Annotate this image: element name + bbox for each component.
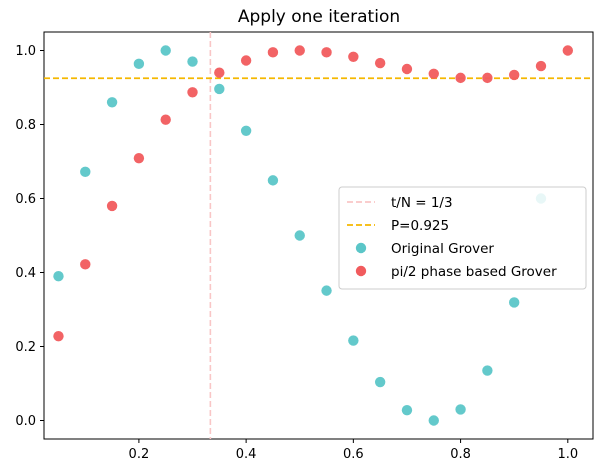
legend-original-swatch (355, 242, 367, 254)
phase-grover-point (240, 55, 252, 66)
legend: t/N = 1/3 P=0.925 Original Grover pi/2 phas… (338, 186, 587, 290)
phase-grover-point (535, 60, 547, 72)
original-grover-point (214, 83, 225, 95)
original-grover-point (80, 166, 91, 178)
scatter-series (53, 45, 574, 426)
phase-grover-point (294, 45, 305, 56)
original-grover-point (240, 125, 252, 136)
phase-grover-point (508, 69, 520, 81)
original-grover-point (428, 415, 439, 426)
y-tick-label: 1.0 (15, 44, 36, 59)
x-tick-label: 0.8 (450, 447, 471, 462)
chart-title: Apply one iteration (238, 7, 400, 27)
original-grover-point (348, 335, 359, 346)
original-grover-series (53, 45, 547, 426)
phase-grover-series (53, 45, 574, 342)
phase-grover-point (562, 45, 574, 56)
original-grover-point (267, 175, 279, 186)
reference-lines (44, 32, 593, 439)
original-grover-point (321, 285, 332, 296)
original-grover-point (401, 404, 413, 416)
x-tick-label: 0.4 (236, 447, 257, 462)
legend-box (338, 186, 587, 290)
phase-grover-point (133, 152, 145, 164)
y-tick-label: 0.6 (15, 192, 36, 207)
phase-grover-point (428, 68, 439, 80)
legend-vline-label: t/N = 1/3 (391, 195, 453, 211)
original-grover-point (53, 271, 64, 282)
x-tick-label: 1.0 (557, 447, 578, 462)
original-grover-point (508, 297, 520, 308)
x-tick-label: 0.2 (129, 447, 150, 462)
original-grover-point (133, 58, 145, 70)
legend-phase-swatch (355, 265, 367, 277)
phase-grover-point (106, 200, 118, 212)
legend-hline-label: P=0.925 (391, 218, 449, 234)
original-grover-point (374, 376, 386, 388)
phase-grover-point (214, 67, 225, 78)
y-tick-label: 0.0 (15, 414, 36, 429)
y-tick-label: 0.8 (15, 118, 36, 133)
phase-grover-point (482, 72, 493, 84)
legend-phase-label: pi/2 phase based Grover (391, 264, 557, 280)
phase-grover-point (321, 47, 332, 58)
phase-grover-point (187, 87, 198, 98)
phase-grover-point (53, 330, 64, 342)
x-tick-label: 0.6 (343, 447, 364, 462)
legend-original-label: Original Grover (391, 241, 494, 257)
phase-grover-point (160, 114, 171, 125)
axes: 0.2 0.4 0.6 0.8 1.0 0.0 0.2 0.4 0.6 0.8 1.0 (15, 44, 578, 462)
y-tick-label: 0.4 (15, 266, 36, 281)
original-grover-point (455, 404, 466, 415)
original-grover-point (160, 45, 171, 56)
phase-grover-point (401, 63, 413, 75)
phase-grover-point (348, 51, 359, 62)
original-grover-point (294, 230, 305, 241)
y-tick-label: 0.2 (15, 340, 36, 355)
phase-grover-point (80, 259, 91, 270)
original-grover-point (187, 56, 198, 67)
original-grover-point (482, 365, 493, 376)
phase-grover-point (455, 72, 466, 84)
original-grover-point (106, 97, 118, 108)
phase-grover-point (267, 47, 279, 58)
phase-grover-point (374, 57, 386, 69)
